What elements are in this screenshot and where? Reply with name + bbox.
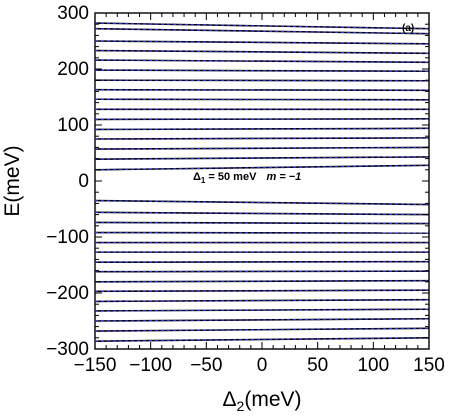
parameter-annotation: Δ1 = 50 meV m = −1 — [193, 171, 301, 185]
delta1-subscript: 1 — [201, 176, 206, 185]
energy-level — [94, 79, 430, 82]
approx-level-line — [94, 118, 430, 121]
approx-level-line — [94, 280, 430, 283]
energy-level — [94, 146, 430, 150]
approx-level-line — [94, 69, 430, 72]
approx-level-line — [94, 318, 430, 322]
energy-level — [94, 88, 430, 92]
y-tick-label: 200 — [57, 59, 89, 80]
energy-level — [94, 98, 430, 101]
energy-level — [94, 127, 430, 131]
approx-level-line — [94, 137, 430, 140]
x-tick-label: −100 — [129, 355, 172, 376]
energy-level — [94, 308, 430, 312]
approx-level-line — [94, 308, 430, 312]
energy-level — [94, 289, 430, 293]
energy-level — [94, 59, 430, 64]
approx-level-line — [94, 231, 430, 234]
energy-level — [94, 164, 430, 171]
energy-level — [94, 49, 430, 55]
approx-level-line — [94, 270, 430, 273]
energy-level — [94, 260, 430, 264]
approx-level-line — [94, 299, 430, 302]
energy-level — [94, 279, 430, 283]
approx-level-line — [94, 221, 430, 225]
y-tick-label: 300 — [57, 3, 89, 24]
x-tick-label: 150 — [413, 355, 445, 376]
energy-level — [94, 156, 430, 160]
energy-level — [94, 221, 430, 225]
delta1-symbol: Δ — [193, 171, 201, 183]
y-tick-label: −300 — [46, 339, 89, 360]
x-axis-label: Δ2(meV) — [223, 388, 302, 414]
approx-level-line — [94, 337, 430, 342]
x-axis-label-unit: (meV) — [244, 388, 301, 411]
approx-level-line — [94, 164, 430, 171]
approx-level-line — [94, 49, 430, 54]
panel-label: (a) — [402, 23, 414, 34]
energy-level — [94, 270, 430, 273]
approx-level-line — [94, 289, 430, 292]
x-tick-label: −150 — [74, 355, 117, 376]
energy-level — [94, 231, 430, 234]
approx-level-line — [94, 211, 430, 216]
energy-level — [94, 199, 430, 206]
approx-level-line — [94, 59, 430, 63]
energy-level — [94, 211, 430, 216]
energy-level — [94, 137, 430, 140]
x-tick-label: 50 — [307, 355, 328, 376]
approx-level-line — [94, 327, 430, 332]
y-tick-label: 0 — [78, 171, 89, 192]
y-tick-label: 100 — [57, 115, 89, 136]
energy-level — [94, 118, 430, 121]
approx-level-line — [94, 146, 430, 150]
approx-level-line — [94, 200, 430, 206]
plot-frame — [94, 12, 430, 350]
energy-level — [94, 22, 430, 30]
axis-ticks — [94, 12, 430, 350]
delta1-value: = 50 meV — [205, 171, 257, 183]
m-value: m = −1 — [266, 171, 301, 183]
energy-level — [94, 337, 430, 342]
x-tick-labels: −150 −100 −50 0 50 100 150 — [74, 355, 445, 376]
x-axis-label-subscript: 2 — [237, 398, 245, 414]
approx-level-line — [94, 98, 430, 101]
approx-level-line — [94, 22, 430, 30]
energy-level — [94, 40, 430, 45]
y-tick-label: −200 — [46, 283, 89, 304]
approx-level-line — [94, 261, 430, 263]
energy-level — [94, 69, 430, 73]
energy-level — [94, 317, 430, 322]
approx-level-line — [94, 127, 430, 131]
approx-level-line — [94, 79, 430, 82]
x-tick-label: 0 — [257, 355, 268, 376]
approx-level-line — [94, 28, 430, 35]
y-tick-label: −100 — [46, 227, 89, 248]
energy-level — [94, 327, 430, 332]
energy-level — [94, 298, 430, 303]
y-tick-labels: −300 −200 −100 0 100 200 300 — [46, 3, 89, 360]
y-axis-label: E(meV) — [1, 145, 24, 216]
approx-level-line — [94, 40, 430, 45]
x-tick-label: −50 — [190, 355, 222, 376]
energy-levels — [94, 22, 430, 342]
energy-level — [94, 27, 430, 35]
approx-level-line — [94, 156, 430, 160]
approx-level-line — [94, 89, 430, 91]
x-tick-label: 100 — [357, 355, 389, 376]
x-axis-label-symbol: Δ — [223, 388, 237, 411]
